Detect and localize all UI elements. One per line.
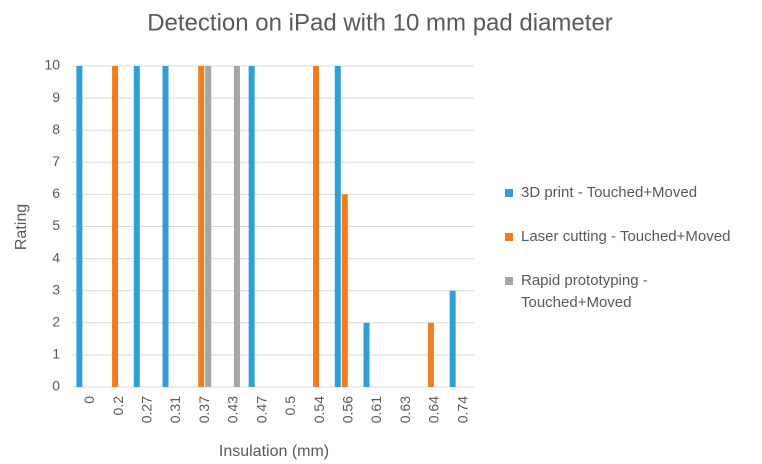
- x-axis-label: Insulation (mm): [219, 443, 329, 460]
- x-tick-label: 0.74: [454, 396, 470, 423]
- bar: [313, 66, 320, 387]
- legend-label: 3D print - Touched+Moved: [521, 184, 698, 201]
- y-axis-label: Rating: [13, 204, 30, 250]
- x-tick-label: 0.31: [167, 396, 183, 423]
- bar: [341, 194, 348, 387]
- legend-item: Rapid prototyping - Touched+Moved: [505, 270, 691, 314]
- bar: [427, 322, 434, 387]
- y-tick-label: 10: [44, 57, 60, 73]
- y-tick-label: 4: [52, 249, 60, 265]
- y-tick-label: 3: [52, 281, 60, 297]
- bar: [205, 66, 212, 387]
- y-tick-label: 1: [52, 346, 60, 362]
- legend-label: Laser cutting - Touched+Moved: [521, 228, 731, 245]
- legend-swatch: [505, 189, 513, 197]
- y-tick-label: 0: [52, 378, 60, 394]
- x-tick-label: 0.64: [426, 396, 442, 423]
- bar: [112, 66, 119, 387]
- x-tick-label: 0.54: [311, 396, 327, 423]
- bar: [233, 66, 240, 387]
- x-tick-label: 0.56: [339, 396, 355, 423]
- x-tick-label: 0: [81, 396, 97, 404]
- legend-label: Rapid prototyping - Touched+Moved: [521, 272, 648, 311]
- x-tick-label: 0.37: [196, 396, 212, 423]
- x-tick-label: 0.61: [368, 396, 384, 423]
- x-tick-label: 0.43: [225, 396, 241, 423]
- legend: 3D print - Touched+Moved Laser cutting - …: [505, 182, 755, 336]
- bar: [76, 66, 83, 387]
- bar: [248, 66, 255, 387]
- y-tick-label: 7: [52, 153, 60, 169]
- legend-item: Laser cutting - Touched+Moved: [505, 226, 762, 248]
- bar: [449, 290, 456, 387]
- bar: [162, 66, 169, 387]
- legend-swatch: [505, 233, 513, 241]
- bar: [334, 66, 341, 387]
- y-tick-label: 5: [52, 217, 60, 233]
- y-tick-label: 6: [52, 185, 60, 201]
- x-tick-label: 0.63: [397, 396, 413, 423]
- x-tick-label: 0.2: [110, 396, 126, 416]
- chart-title: Detection on iPad with 10 mm pad diamete…: [147, 9, 613, 36]
- y-tick-label: 2: [52, 314, 60, 330]
- x-tick-label: 0.47: [253, 396, 269, 423]
- legend-swatch: [505, 277, 513, 285]
- bar: [363, 322, 370, 387]
- x-tick-label: 0.27: [138, 396, 154, 423]
- bar: [133, 66, 140, 387]
- y-tick-label: 9: [52, 89, 60, 105]
- x-tick-label: 0.5: [282, 396, 298, 416]
- legend-item: 3D print - Touched+Moved: [505, 182, 761, 204]
- bar: [198, 66, 205, 387]
- y-tick-label: 8: [52, 121, 60, 137]
